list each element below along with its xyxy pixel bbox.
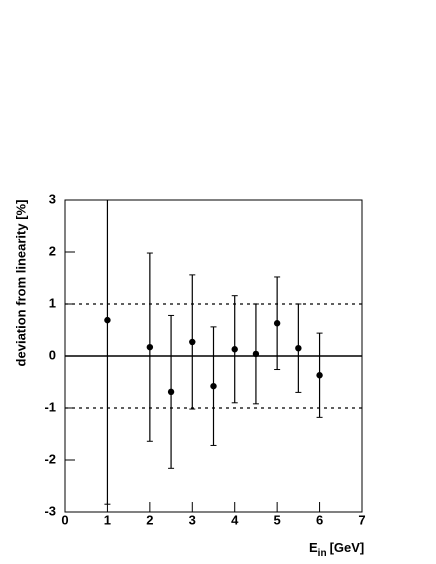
data-layer [104,200,323,505]
y-axis-label: deviation from linearity [%] [13,200,28,367]
data-point [295,345,302,352]
y-tick-label: 3 [49,191,56,206]
x-tick-label: 6 [316,512,323,527]
x-label-sub: in [318,548,327,559]
x-tick-label: 3 [189,512,196,527]
y-tick-label: 2 [49,243,56,258]
data-point [273,320,281,327]
x-tick-label: 0 [61,512,68,527]
data-point [252,350,260,358]
y-tick-label: 0 [49,347,56,362]
y-tick-label: 1 [49,295,56,310]
data-point [167,388,175,396]
y-tick-label: -1 [44,399,56,414]
data-point [104,316,111,324]
x-tick-label: 2 [146,512,153,527]
data-point [316,372,323,379]
data-point [210,382,217,390]
x-tick-label: 5 [274,512,281,527]
x-label-main: E [309,540,318,555]
x-tick-label: 7 [358,512,365,527]
x-label-unit: [GeV] [330,540,365,555]
data-point [189,338,196,346]
x-tick-label: 4 [231,512,239,527]
y-tick-label: -3 [44,503,56,518]
x-tick-label: 1 [104,512,111,527]
data-point [146,343,154,351]
y-tick-label: -2 [44,451,56,466]
x-axis-label: Ein [GeV] [309,540,364,558]
data-point [231,346,238,353]
